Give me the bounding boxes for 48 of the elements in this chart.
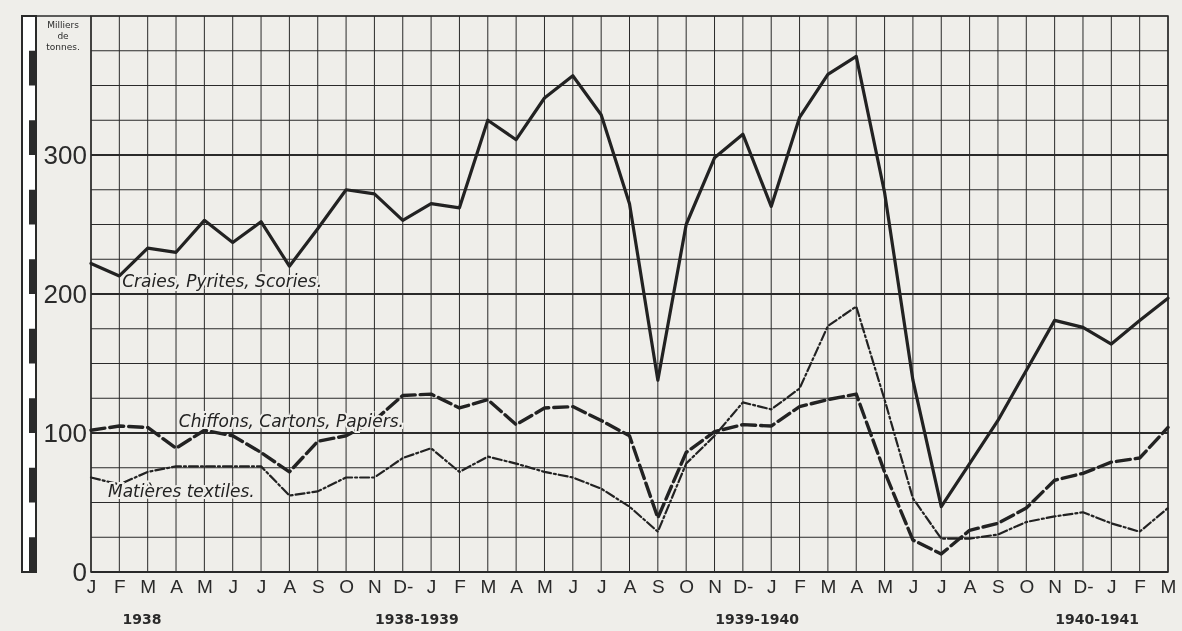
x-tick-label: N [708,576,722,598]
x-tick-label: O [339,576,354,598]
y-tick-label: 200 [43,278,87,309]
x-tick-label: J [426,576,437,598]
x-tick-label: S [311,576,325,598]
x-tick-label: F [114,576,126,598]
x-tick-label: M [1160,576,1177,598]
x-tick-label: A [623,576,637,598]
x-tick-label: A [283,576,297,598]
x-tick-label: N [1048,576,1062,598]
x-tick-label: M [877,576,893,598]
y-tick-label: 300 [43,139,87,170]
x-tick-label: M [140,576,157,598]
x-tick-label: O [1019,576,1035,598]
x-tick-label: J [228,576,238,598]
x-tick-label: M [537,576,553,598]
x-tick-label: A [850,576,864,598]
x-tick-label: D- [1073,576,1094,598]
x-tick-label: M [820,576,837,598]
x-tick-label: J [937,576,947,598]
x-tick-label: S [992,576,1005,598]
text: 1938-1939 [375,611,459,627]
x-tick-label: A [963,576,977,598]
y-tick-label: 100 [43,417,87,448]
x-tick-label: J [568,576,579,598]
x-tick-label: F [1134,576,1146,598]
y-tick-label: 0 [72,556,87,587]
x-tick-label: J [256,576,267,598]
text: 1938 [122,611,162,627]
x-tick-label: S [652,576,665,598]
y-axis-title: Milliers de tonnes. [46,20,80,52]
x-tick-label: M [480,576,497,598]
x-tick-label: J [908,576,919,598]
x-tick-label: A [170,576,184,598]
x-tick-label: J [1107,576,1117,598]
x-tick-label: A [510,576,524,598]
x-tick-label: O [679,576,695,598]
x-tick-label: F [454,576,466,598]
x-tick-label: J [86,576,97,598]
x-tick-label: D- [733,576,754,598]
x-tick-label: J [766,576,777,598]
x-tick-label: J [596,576,607,598]
x-tick-label: D- [393,576,414,598]
x-tick-label: M [196,576,213,598]
text: 1940-1941 [1055,611,1140,627]
x-tick-label: N [368,576,382,598]
x-tick-label: F [794,576,806,598]
text: 1939-1940 [715,611,800,627]
